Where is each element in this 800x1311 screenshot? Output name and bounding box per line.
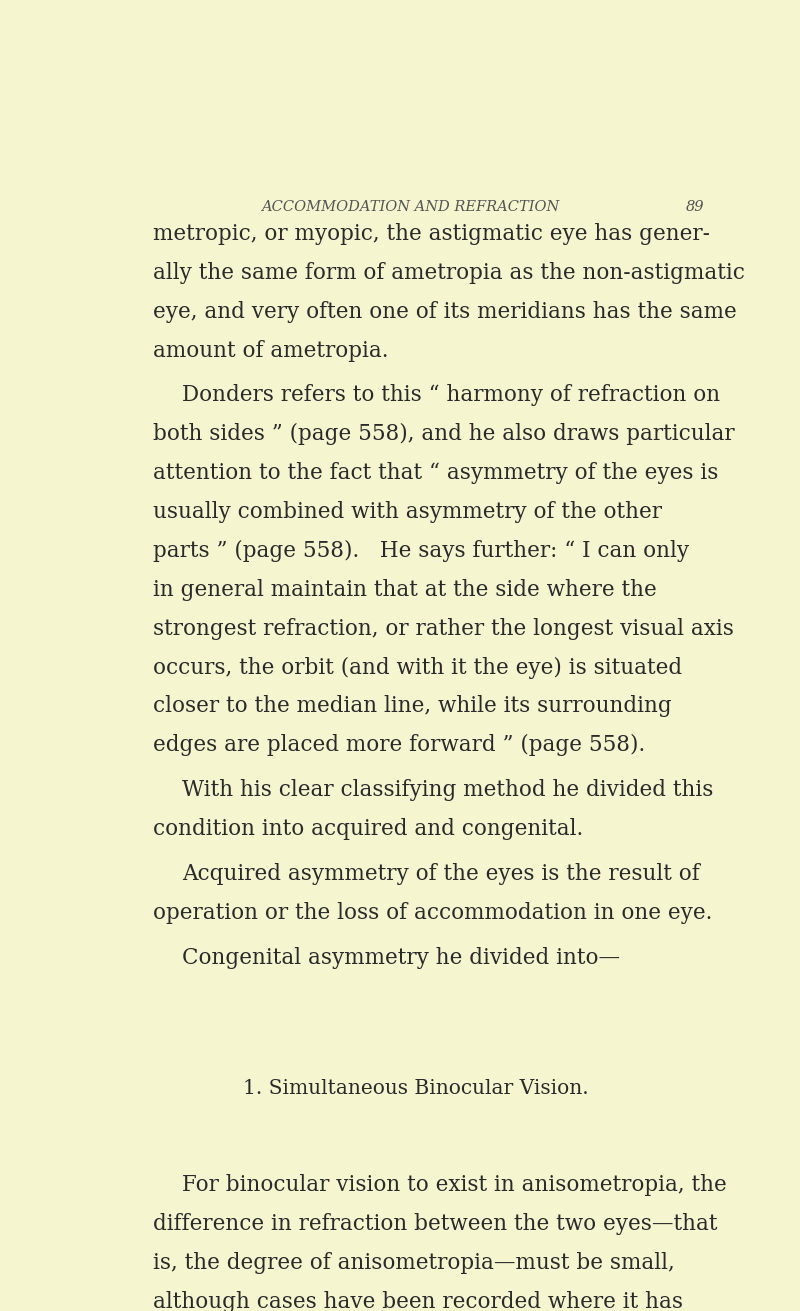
Text: ACCOMMODATION AND REFRACTION: ACCOMMODATION AND REFRACTION — [261, 199, 559, 214]
Text: strongest refraction, or rather the longest visual axis: strongest refraction, or rather the long… — [153, 617, 734, 640]
Text: both sides ” (page 558), and he also draws particular: both sides ” (page 558), and he also dra… — [153, 423, 734, 446]
Text: metropic, or myopic, the astigmatic eye has gener-: metropic, or myopic, the astigmatic eye … — [153, 223, 710, 245]
Text: ally the same form of ametropia as the non-astigmatic: ally the same form of ametropia as the n… — [153, 262, 745, 283]
Text: is, the degree of anisometropia—must be small,: is, the degree of anisometropia—must be … — [153, 1252, 674, 1274]
Text: 1. Simultaneous Binocular Vision.: 1. Simultaneous Binocular Vision. — [243, 1079, 589, 1097]
Text: Acquired asymmetry of the eyes is the result of: Acquired asymmetry of the eyes is the re… — [182, 863, 700, 885]
Text: difference in refraction between the two eyes—that: difference in refraction between the two… — [153, 1213, 718, 1235]
Text: Congenital asymmetry he divided into—: Congenital asymmetry he divided into— — [182, 947, 621, 969]
Text: operation or the loss of accommodation in one eye.: operation or the loss of accommodation i… — [153, 902, 712, 924]
Text: 89: 89 — [686, 199, 705, 214]
Text: parts ” (page 558).   He says further: “ I can only: parts ” (page 558). He says further: “ I… — [153, 540, 689, 562]
Text: condition into acquired and congenital.: condition into acquired and congenital. — [153, 818, 583, 840]
Text: in general maintain that at the side where the: in general maintain that at the side whe… — [153, 578, 657, 600]
Text: usually combined with asymmetry of the other: usually combined with asymmetry of the o… — [153, 501, 662, 523]
Text: amount of ametropia.: amount of ametropia. — [153, 340, 388, 362]
Text: With his clear classifying method he divided this: With his clear classifying method he div… — [182, 779, 714, 801]
Text: For binocular vision to exist in anisometropia, the: For binocular vision to exist in anisome… — [182, 1175, 727, 1196]
Text: attention to the fact that “ asymmetry of the eyes is: attention to the fact that “ asymmetry o… — [153, 463, 718, 484]
Text: occurs, the orbit (and with it the eye) is situated: occurs, the orbit (and with it the eye) … — [153, 657, 682, 679]
Text: although cases have been recorded where it has: although cases have been recorded where … — [153, 1290, 682, 1311]
Text: edges are placed more forward ” (page 558).: edges are placed more forward ” (page 55… — [153, 734, 645, 756]
Text: closer to the median line, while its surrounding: closer to the median line, while its sur… — [153, 695, 671, 717]
Text: Donders refers to this “ harmony of refraction on: Donders refers to this “ harmony of refr… — [182, 384, 721, 406]
Text: eye, and very often one of its meridians has the same: eye, and very often one of its meridians… — [153, 300, 737, 323]
